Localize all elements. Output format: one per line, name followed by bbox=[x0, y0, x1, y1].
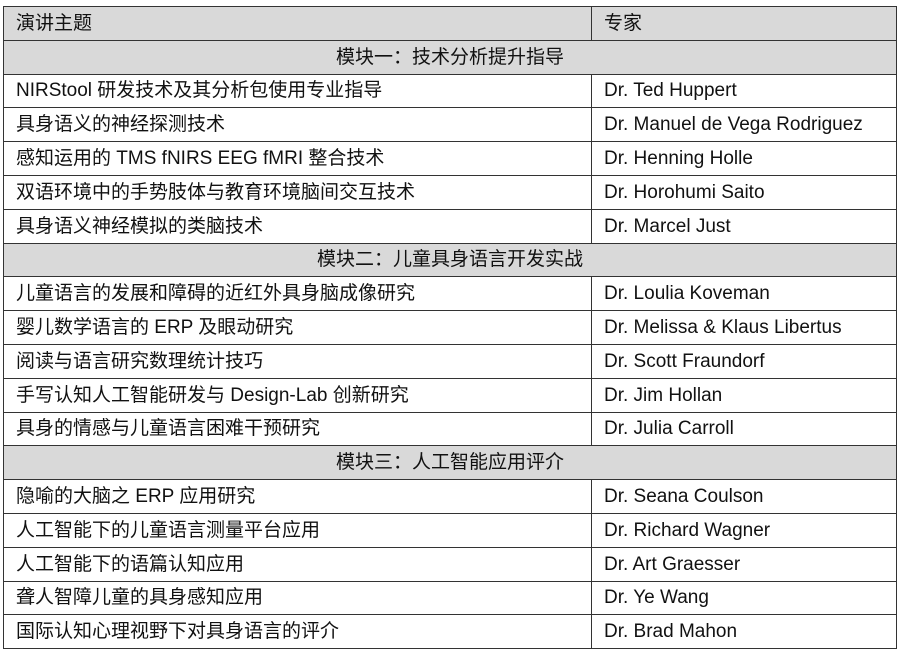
section-row: 模块三：人工智能应用评介 bbox=[3, 445, 897, 481]
header-expert: 专家 bbox=[591, 6, 897, 41]
topic-cell: 人工智能下的儿童语言测量平台应用 bbox=[3, 512, 592, 548]
expert-cell: Dr. Jim Hollan bbox=[591, 377, 897, 413]
table-row: 感知运用的 TMS fNIRS EEG fMRI 整合技术 Dr. Henning… bbox=[3, 141, 897, 176]
table-row: 手写认知人工智能研发与 Design-Lab 创新研究 Dr. Jim Holla… bbox=[3, 377, 897, 413]
speaker-table: 演讲主题 专家 模块一：技术分析提升指导 NIRStool 研发技术及其分析包使用… bbox=[3, 6, 897, 650]
table-row: 具身的情感与儿童语言困难干预研究 Dr. Julia Carroll bbox=[3, 411, 897, 447]
topic-cell: 聋人智障儿童的具身感知应用 bbox=[3, 580, 592, 616]
topic-cell: 阅读与语言研究数理统计技巧 bbox=[3, 343, 592, 379]
topic-cell: 感知运用的 TMS fNIRS EEG fMRI 整合技术 bbox=[3, 141, 592, 176]
expert-cell: Dr. Manuel de Vega Rodriguez bbox=[591, 107, 897, 143]
table-row: 双语环境中的手势肢体与教育环境脑间交互技术 Dr. Horohumi Saito bbox=[3, 174, 897, 210]
expert-cell: Dr. Julia Carroll bbox=[591, 411, 897, 447]
section-title: 模块三：人工智能应用评介 bbox=[3, 445, 897, 481]
topic-cell: 婴儿数学语言的 ERP 及眼动研究 bbox=[3, 310, 592, 345]
topic-cell: NIRStool 研发技术及其分析包使用专业指导 bbox=[3, 73, 592, 109]
table-row: 人工智能下的儿童语言测量平台应用 Dr. Richard Wagner bbox=[3, 512, 897, 548]
table-row: 具身语义的神经探测技术 Dr. Manuel de Vega Rodriguez bbox=[3, 107, 897, 143]
expert-cell: Dr. Brad Mahon bbox=[591, 614, 897, 650]
expert-cell: Dr. Ye Wang bbox=[591, 580, 897, 616]
table-row: 儿童语言的发展和障碍的近红外具身脑成像研究 Dr. Loulia Koveman bbox=[3, 276, 897, 312]
topic-cell: 儿童语言的发展和障碍的近红外具身脑成像研究 bbox=[3, 276, 592, 312]
table-row: 国际认知心理视野下对具身语言的评介 Dr. Brad Mahon bbox=[3, 614, 897, 650]
expert-cell: Dr. Seana Coulson bbox=[591, 479, 897, 514]
topic-cell: 隐喻的大脑之 ERP 应用研究 bbox=[3, 479, 592, 514]
table-row: 具身语义神经模拟的类脑技术 Dr. Marcel Just bbox=[3, 208, 897, 244]
expert-cell: Dr. Melissa & Klaus Libertus bbox=[591, 310, 897, 345]
table-row: 人工智能下的语篇认知应用 Dr. Art Graesser bbox=[3, 546, 897, 582]
table-row: 阅读与语言研究数理统计技巧 Dr. Scott Fraundorf bbox=[3, 343, 897, 379]
section-title: 模块二：儿童具身语言开发实战 bbox=[3, 242, 897, 278]
expert-cell: Dr. Loulia Koveman bbox=[591, 276, 897, 312]
expert-cell: Dr. Richard Wagner bbox=[591, 512, 897, 548]
topic-cell: 人工智能下的语篇认知应用 bbox=[3, 546, 592, 582]
topic-cell: 具身的情感与儿童语言困难干预研究 bbox=[3, 411, 592, 447]
section-title: 模块一：技术分析提升指导 bbox=[3, 39, 897, 75]
table-row: 婴儿数学语言的 ERP 及眼动研究 Dr. Melissa & Klaus Lib… bbox=[3, 310, 897, 345]
expert-cell: Dr. Art Graesser bbox=[591, 546, 897, 582]
topic-cell: 具身语义神经模拟的类脑技术 bbox=[3, 208, 592, 244]
section-row: 模块二：儿童具身语言开发实战 bbox=[3, 242, 897, 278]
header-topic: 演讲主题 bbox=[3, 6, 592, 41]
topic-cell: 双语环境中的手势肢体与教育环境脑间交互技术 bbox=[3, 174, 592, 210]
expert-cell: Dr. Ted Huppert bbox=[591, 73, 897, 109]
table-row: 隐喻的大脑之 ERP 应用研究 Dr. Seana Coulson bbox=[3, 479, 897, 514]
expert-cell: Dr. Marcel Just bbox=[591, 208, 897, 244]
topic-cell: 具身语义的神经探测技术 bbox=[3, 107, 592, 143]
topic-cell: 国际认知心理视野下对具身语言的评介 bbox=[3, 614, 592, 650]
table-row: NIRStool 研发技术及其分析包使用专业指导 Dr. Ted Huppert bbox=[3, 73, 897, 109]
section-row: 模块一：技术分析提升指导 bbox=[3, 39, 897, 75]
table-row: 聋人智障儿童的具身感知应用 Dr. Ye Wang bbox=[3, 580, 897, 616]
expert-cell: Dr. Henning Holle bbox=[591, 141, 897, 176]
topic-cell: 手写认知人工智能研发与 Design-Lab 创新研究 bbox=[3, 377, 592, 413]
expert-cell: Dr. Horohumi Saito bbox=[591, 174, 897, 210]
expert-cell: Dr. Scott Fraundorf bbox=[591, 343, 897, 379]
table-header-row: 演讲主题 专家 bbox=[3, 6, 897, 41]
